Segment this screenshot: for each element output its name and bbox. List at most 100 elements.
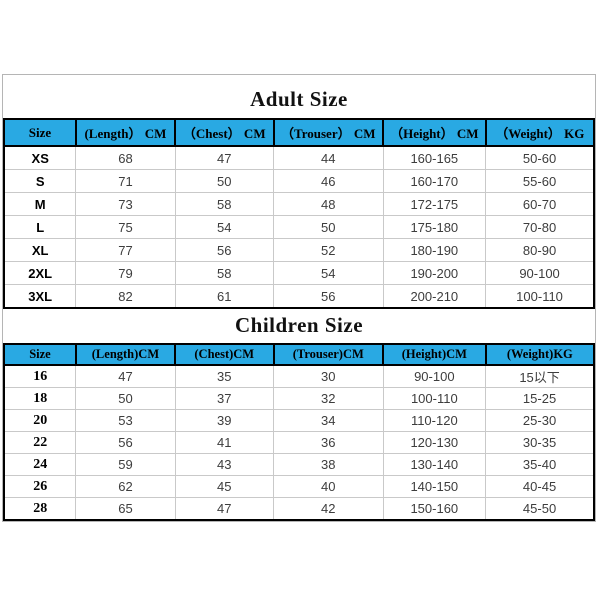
value-cell: 15-25	[485, 387, 595, 410]
column-header: Size	[3, 118, 77, 147]
table-row: S 71 50 46 160-170 55-60	[3, 169, 595, 193]
children-size-title: Children Size	[234, 313, 364, 337]
size-cell: 24	[3, 453, 77, 476]
table-row: 2XL 79 58 54 190-200 90-100	[3, 261, 595, 285]
value-cell: 172-175	[382, 192, 487, 216]
size-cell: 26	[3, 475, 77, 498]
value-cell: 50	[174, 169, 275, 193]
value-cell: 90-100	[485, 261, 595, 285]
size-chart-sheet: Adult Size Size (Length） CM （Chest） CM （Tro…	[2, 74, 596, 522]
value-cell: 42	[273, 497, 384, 521]
size-cell: 22	[3, 431, 77, 454]
value-cell: 65	[75, 497, 176, 521]
value-cell: 47	[174, 497, 275, 521]
value-cell: 34	[273, 409, 384, 432]
adult-header-row: Size (Length） CM （Chest） CM （Trouser） CM （He…	[3, 118, 596, 147]
value-cell: 110-120	[382, 409, 487, 432]
value-cell: 41	[174, 431, 275, 454]
value-cell: 175-180	[382, 215, 487, 239]
value-cell: 62	[75, 475, 176, 498]
value-cell: 35-40	[485, 453, 595, 476]
value-cell: 130-140	[382, 453, 487, 476]
value-cell: 79	[75, 261, 176, 285]
value-cell: 58	[174, 192, 275, 216]
value-cell: 140-150	[382, 475, 487, 498]
size-cell: L	[3, 215, 77, 239]
value-cell: 25-30	[485, 409, 595, 432]
value-cell: 77	[75, 238, 176, 262]
value-cell: 47	[174, 145, 275, 170]
children-size-table: Size (Length)CM (Chest)CM (Trouser)CM (Heigh…	[3, 343, 596, 521]
value-cell: 56	[174, 238, 275, 262]
column-header: (Trouser)CM	[272, 343, 385, 366]
value-cell: 73	[75, 192, 176, 216]
value-cell: 47	[75, 364, 176, 388]
column-header: （Weight） KG	[484, 118, 596, 147]
value-cell: 61	[174, 284, 275, 309]
column-header: (Chest)CM	[174, 343, 275, 366]
value-cell: 40-45	[485, 475, 595, 498]
column-header: Size	[3, 343, 77, 366]
value-cell: 36	[273, 431, 384, 454]
value-cell: 56	[273, 284, 384, 309]
column-header: （Chest） CM	[174, 118, 275, 147]
value-cell: 82	[75, 284, 176, 309]
value-cell: 75	[75, 215, 176, 239]
table-row: XL 77 56 52 180-190 80-90	[3, 238, 595, 262]
value-cell: 37	[174, 387, 275, 410]
value-cell: 35	[174, 364, 275, 388]
size-cell: 2XL	[3, 261, 77, 285]
value-cell: 30-35	[485, 431, 595, 454]
table-row: XS 68 47 44 160-165 50-60	[3, 145, 595, 170]
size-cell: 20	[3, 409, 77, 432]
value-cell: 46	[273, 169, 384, 193]
value-cell: 100-110	[485, 284, 595, 309]
size-cell: XL	[3, 238, 77, 262]
value-cell: 32	[273, 387, 384, 410]
value-cell: 80-90	[485, 238, 595, 262]
table-row: 16 47 35 30 90-100 15以下	[3, 364, 595, 388]
value-cell: 40	[273, 475, 384, 498]
value-cell: 55-60	[485, 169, 595, 193]
value-cell: 48	[273, 192, 384, 216]
adult-size-table: Size (Length） CM （Chest） CM （Trouser） CM （He…	[3, 118, 596, 309]
table-row: 22 56 41 36 120-130 30-35	[3, 431, 595, 454]
size-cell: 18	[3, 387, 77, 410]
table-row: M 73 58 48 172-175 60-70	[3, 192, 595, 216]
value-cell: 180-190	[382, 238, 487, 262]
size-cell: 16	[3, 364, 77, 388]
table-row: 3XL 82 61 56 200-210 100-110	[3, 284, 595, 309]
value-cell: 70-80	[485, 215, 595, 239]
table-row: L 75 54 50 175-180 70-80	[3, 215, 595, 239]
column-header: (Weight)KG	[484, 343, 596, 366]
size-cell: 3XL	[3, 284, 77, 309]
value-cell: 200-210	[382, 284, 487, 309]
adult-table-body: XS 68 47 44 160-165 50-60 S 71 50 46 160-170 55-60 M…	[3, 145, 595, 309]
value-cell: 68	[75, 145, 176, 170]
value-cell: 100-110	[382, 387, 487, 410]
size-cell: S	[3, 169, 77, 193]
column-header: (Height)CM	[382, 343, 487, 366]
children-table-body: 16 47 35 30 90-100 15以下 18 50 37 32 100-110 15-25 20…	[3, 364, 595, 521]
value-cell: 58	[174, 261, 275, 285]
children-header-row: Size (Length)CM (Chest)CM (Trouser)CM (Heigh…	[3, 343, 596, 366]
table-row: 28 65 47 42 150-160 45-50	[3, 497, 595, 521]
value-cell: 44	[273, 145, 384, 170]
table-row: 26 62 45 40 140-150 40-45	[3, 475, 595, 498]
value-cell: 50-60	[485, 145, 595, 170]
column-header: (Length） CM	[74, 118, 177, 147]
table-row: 24 59 43 38 130-140 35-40	[3, 453, 595, 476]
value-cell: 50	[273, 215, 384, 239]
value-cell: 43	[174, 453, 275, 476]
adult-size-title: Adult Size	[250, 87, 348, 111]
value-cell: 60-70	[485, 192, 595, 216]
value-cell: 120-130	[382, 431, 487, 454]
value-cell: 39	[174, 409, 275, 432]
value-cell: 150-160	[382, 497, 487, 521]
table-row: 20 53 39 34 110-120 25-30	[3, 409, 595, 432]
value-cell: 52	[273, 238, 384, 262]
value-cell: 45	[174, 475, 275, 498]
value-cell: 71	[75, 169, 176, 193]
size-cell: XS	[3, 145, 77, 170]
value-cell: 54	[174, 215, 275, 239]
